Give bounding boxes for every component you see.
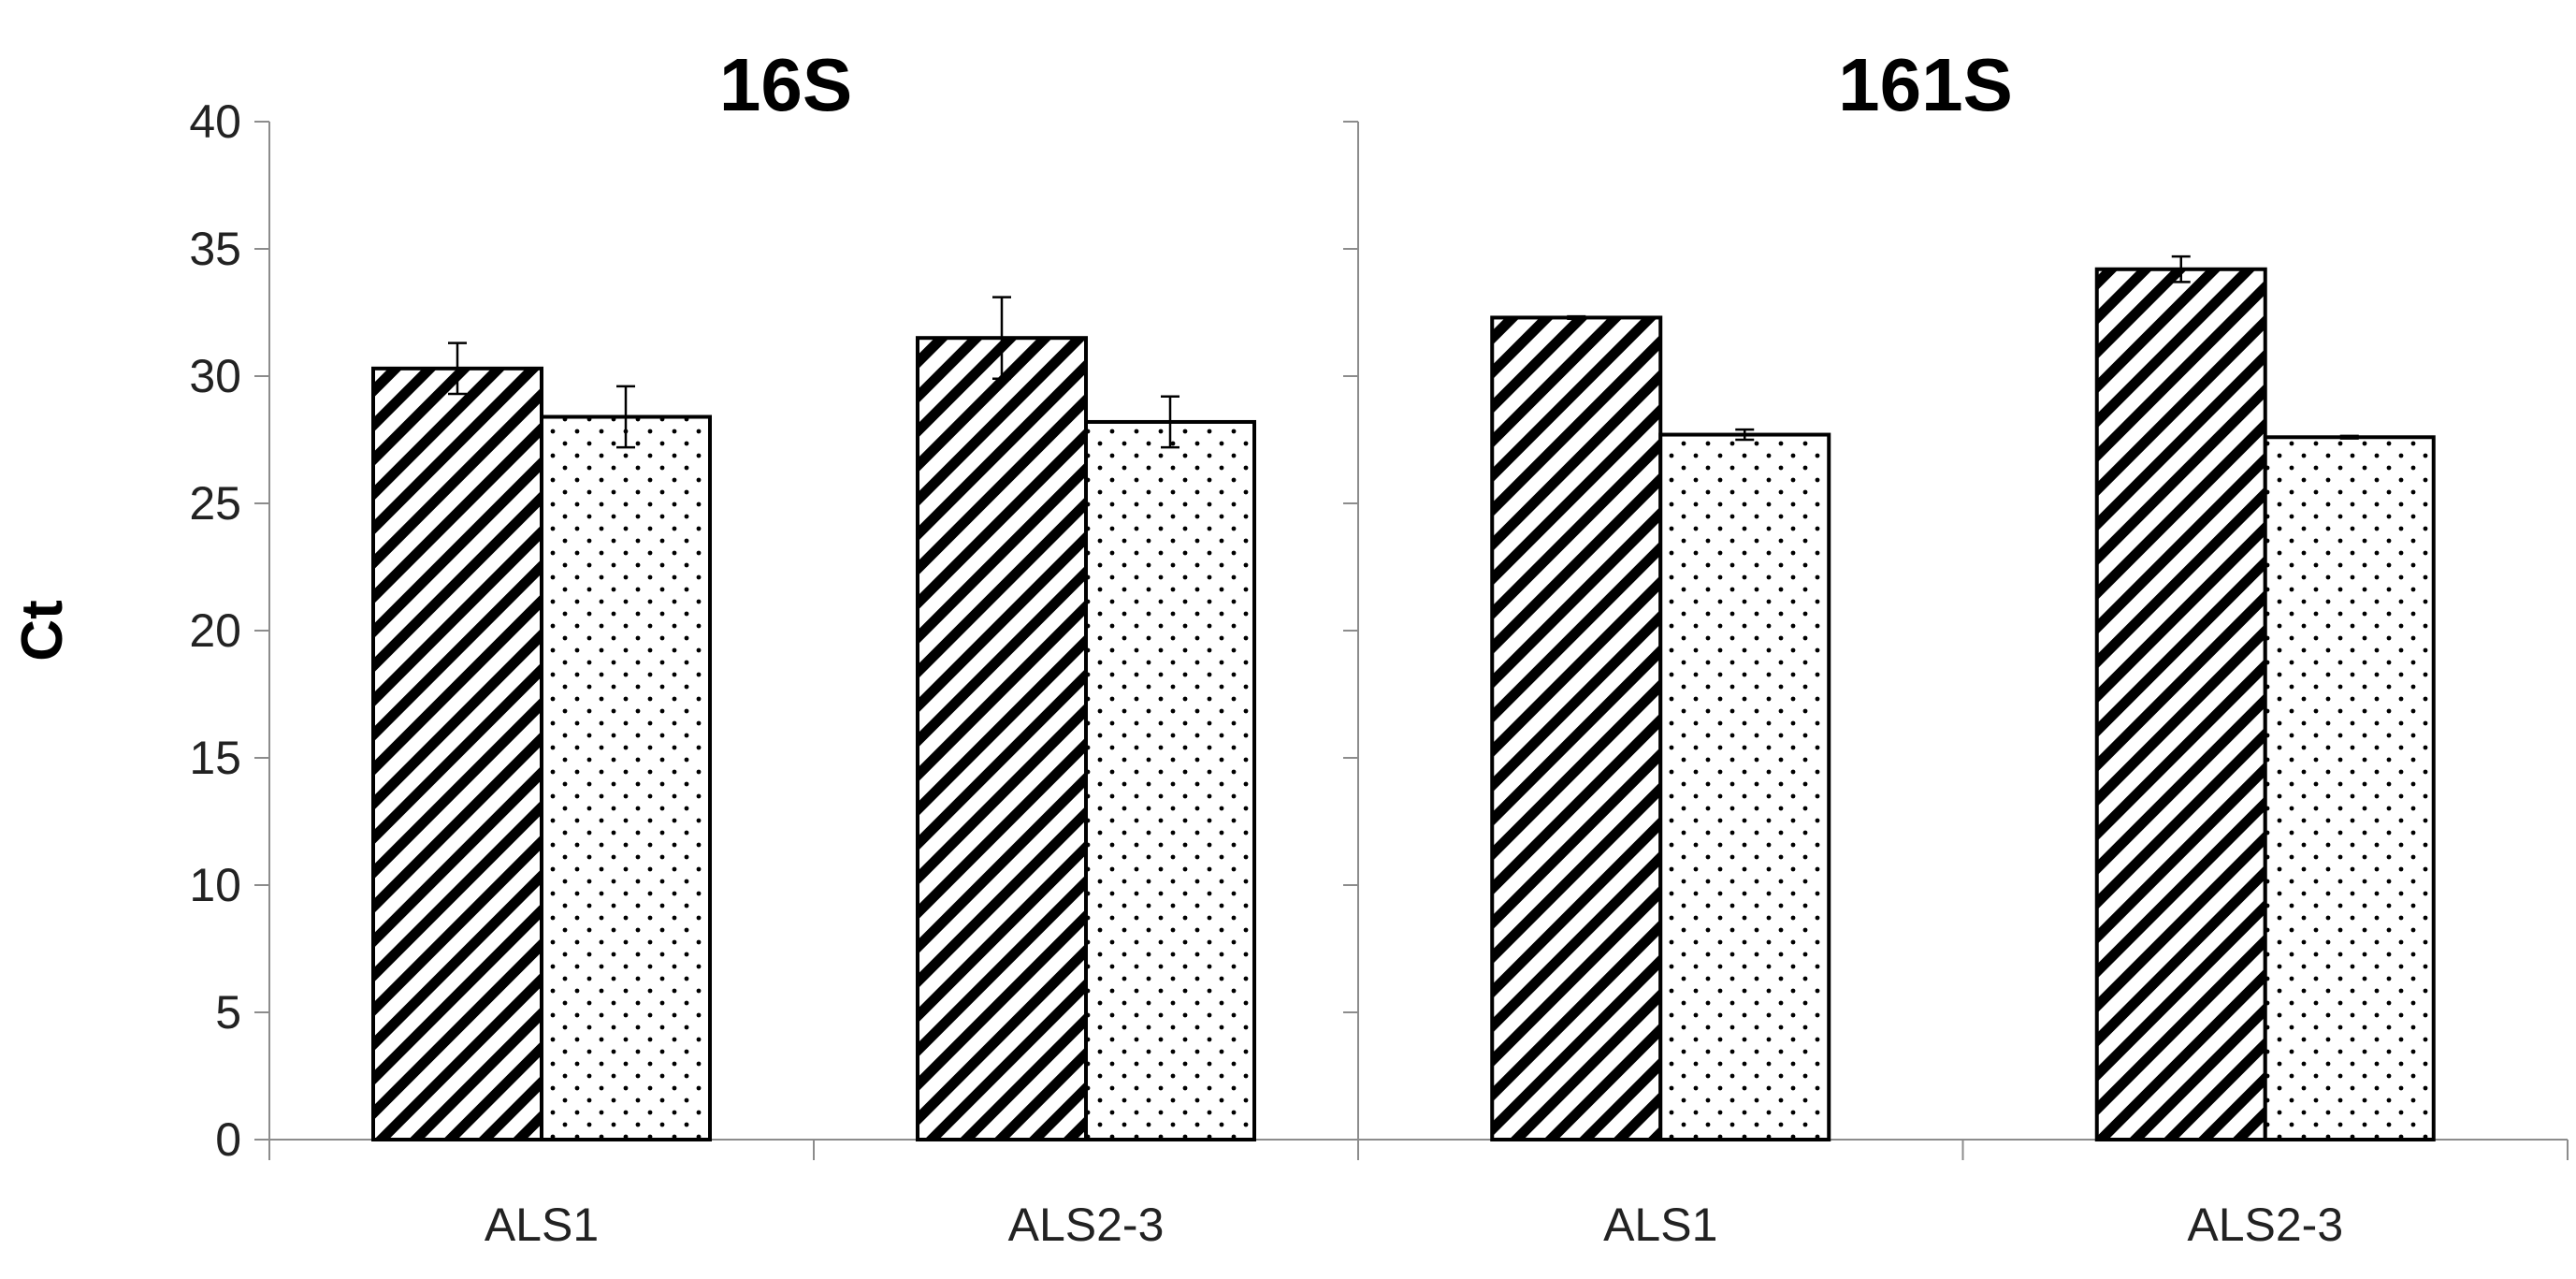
bar-diagonal-hatch-ALS1 [371, 366, 543, 1141]
panel-1: 0 5 10 15 20 25 30 35 40 ALS1 ALS2-3 16S Ct [10, 43, 1358, 1251]
y-tick-label: 15 [189, 732, 241, 784]
bar-dots-ALS1 [1658, 432, 1831, 1141]
panel-title: 16S [719, 43, 852, 126]
y-tick-label: 30 [189, 350, 241, 402]
y-tick-label: 20 [189, 604, 241, 657]
y-tick-label: 35 [189, 223, 241, 275]
x-category-label: ALS1 [485, 1199, 599, 1251]
bar-diagonal-hatch-ALS2-3 [2094, 267, 2267, 1141]
bar-dots-ALS1 [540, 414, 712, 1141]
bar-dots-ALS2-3 [1084, 419, 1256, 1141]
bar-diagonal-hatch-ALS2-3 [916, 336, 1088, 1141]
x-category-label: ALS2-3 [2187, 1199, 2343, 1251]
y-tick-label: 25 [189, 477, 241, 530]
x-category-label: ALS2-3 [1008, 1199, 1165, 1251]
panel-title: 161S [1838, 43, 2013, 126]
y-axis-title: Ct [10, 600, 75, 661]
x-category-label: ALS1 [1603, 1199, 1717, 1251]
y-tick-label: 0 [215, 1113, 241, 1166]
bar-diagonal-hatch-ALS1 [1490, 315, 1663, 1141]
y-tick-label: 5 [215, 986, 241, 1039]
panel-2: ALS1 ALS2-3 161S [1343, 43, 2569, 1251]
y-tick-label: 10 [189, 859, 241, 911]
y-tick-label: 40 [189, 95, 241, 148]
bar-dots-ALS2-3 [2263, 435, 2436, 1141]
